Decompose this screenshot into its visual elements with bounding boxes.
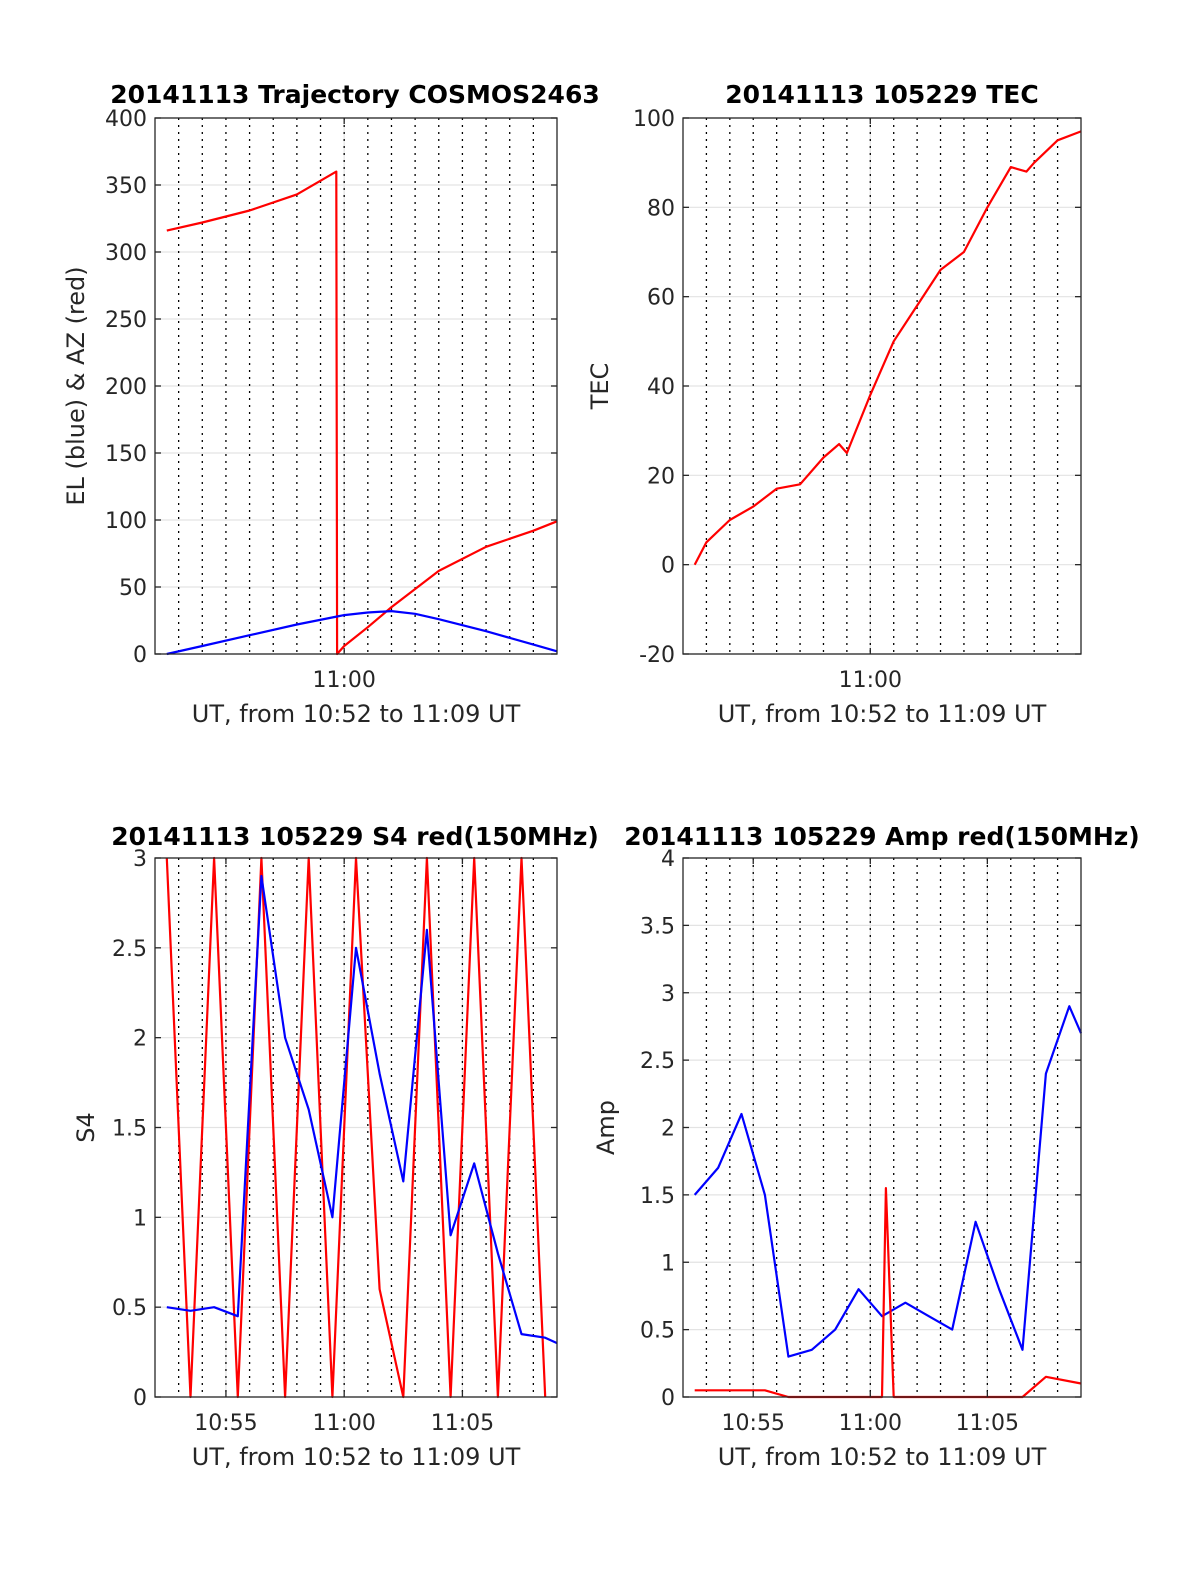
x-axis-label: UT, from 10:52 to 11:09 UT [718, 700, 1047, 728]
chart-title: 20141113 105229 S4 red(150MHz) [111, 822, 599, 851]
y-tick-label: 350 [105, 174, 147, 199]
y-tick-label: 2 [661, 1117, 675, 1142]
y-tick-label: 1.5 [640, 1184, 675, 1209]
x-tick-label: 11:00 [312, 1411, 375, 1436]
chart-panel-4: 0 0.5 1 1.5 2 2.5 3 3.5 4 10:55 11:00 11:05 20141113… [592, 822, 1140, 1471]
y-tick-label: 0 [133, 1386, 147, 1411]
chart-panel-3: 0 0.5 1 1.5 2 2.5 3 10:55 11:00 11:05 20141113 105… [72, 822, 599, 1471]
series-line-1 [693, 130, 1082, 566]
series-line-2 [694, 1186, 1082, 1399]
y-tick-label: 0 [661, 554, 675, 579]
y-tick-label: 1 [133, 1206, 147, 1231]
x-axis-label: UT, from 10:52 to 11:09 UT [192, 700, 521, 728]
chart-title: 20141113 Trajectory COSMOS2463 [110, 80, 600, 109]
x-tick-label: 11:00 [839, 1411, 902, 1436]
y-tick-label: 3.5 [640, 914, 675, 939]
y-tick-label: 3 [661, 982, 675, 1007]
x-tick-label: 11:00 [312, 668, 375, 693]
y-tick-label: 150 [105, 442, 147, 467]
y-tick-label: 1.5 [112, 1117, 147, 1142]
y-tick-label: 250 [105, 308, 147, 333]
chart-title: 20141113 105229 TEC [725, 80, 1038, 109]
y-tick-label: 0.5 [640, 1319, 675, 1344]
y-axis-label: TEC [586, 363, 614, 411]
y-tick-label: 2.5 [640, 1049, 675, 1074]
x-tick-label: 11:05 [956, 1411, 1019, 1436]
y-axis-label: Amp [592, 1100, 620, 1155]
y-tick-label: 40 [647, 375, 675, 400]
chart-panel-1: 0 50 100 150 200 250 300 350 400 11:00 20141113 Tr… [62, 80, 600, 728]
y-axis-label: S4 [72, 1112, 100, 1143]
y-tick-label: 80 [647, 196, 675, 221]
y-tick-label: 60 [647, 286, 675, 311]
y-tick-label: 50 [119, 576, 147, 601]
y-tick-label: 100 [633, 107, 675, 132]
x-tick-label: 11:05 [431, 1411, 494, 1436]
x-tick-label: 10:55 [194, 1411, 257, 1436]
y-tick-label: 2.5 [112, 937, 147, 962]
series-line-1 [166, 170, 558, 656]
y-tick-label: 2 [133, 1027, 147, 1052]
y-tick-label: 20 [647, 464, 675, 489]
y-tick-label: 1 [661, 1251, 675, 1276]
y-tick-label: 0.5 [112, 1296, 147, 1321]
y-axis-label: EL (blue) & AZ (red) [62, 266, 90, 505]
chart-title: 20141113 105229 Amp red(150MHz) [624, 822, 1140, 851]
y-tick-label: 100 [105, 509, 147, 534]
y-tick-label: 3 [133, 847, 147, 872]
y-tick-label: 300 [105, 241, 147, 266]
x-tick-label: 10:55 [722, 1411, 785, 1436]
series-line-2 [166, 874, 558, 1345]
x-tick-label: 11:00 [839, 668, 902, 693]
y-tick-label: 200 [105, 375, 147, 400]
y-tick-label: 4 [661, 847, 675, 872]
x-axis-label: UT, from 10:52 to 11:09 UT [192, 1443, 521, 1471]
y-tick-label: 0 [133, 643, 147, 668]
y-tick-label: -20 [639, 643, 675, 668]
series-line-1 [693, 1005, 1083, 1358]
x-axis-label: UT, from 10:52 to 11:09 UT [718, 1443, 1047, 1471]
y-tick-label: 0 [661, 1386, 675, 1411]
chart-panel-2: -20 0 20 40 60 80 100 11:00 20141113 105229 TEC U… [586, 80, 1082, 728]
series-line-2 [166, 609, 558, 656]
y-tick-label: 400 [105, 107, 147, 132]
